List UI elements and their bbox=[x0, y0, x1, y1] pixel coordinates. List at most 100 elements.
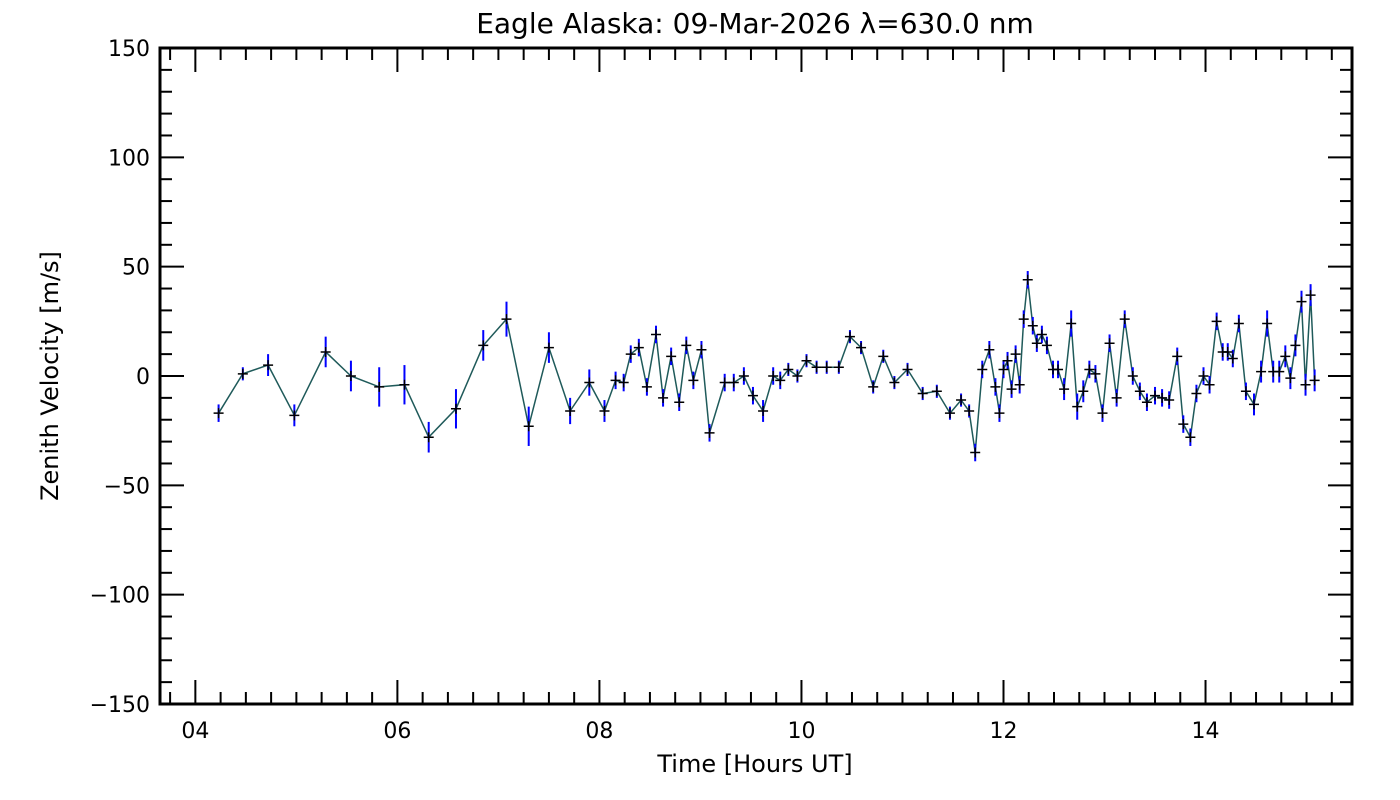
data-point bbox=[792, 371, 803, 381]
data-point bbox=[1031, 338, 1042, 349]
data-point bbox=[565, 405, 576, 416]
data-point bbox=[1296, 296, 1307, 307]
data-point bbox=[289, 410, 300, 421]
x-tick-label: 12 bbox=[989, 719, 1017, 744]
data-point bbox=[610, 375, 621, 386]
data-point bbox=[1305, 290, 1316, 301]
data-point bbox=[374, 381, 385, 392]
data-point bbox=[833, 362, 844, 373]
data-point bbox=[917, 388, 928, 399]
data-point bbox=[633, 342, 644, 353]
data-point bbox=[1072, 401, 1083, 412]
data-point bbox=[1059, 384, 1070, 395]
data-point bbox=[450, 403, 461, 414]
data-point bbox=[1198, 371, 1209, 381]
data-point bbox=[674, 397, 685, 408]
data-point bbox=[658, 392, 669, 403]
y-tick-label: −50 bbox=[104, 474, 150, 499]
data-point bbox=[599, 405, 610, 416]
data-point bbox=[1119, 314, 1130, 325]
data-point bbox=[1211, 316, 1222, 327]
data-point bbox=[783, 364, 794, 375]
data-point bbox=[801, 355, 812, 366]
data-point bbox=[1290, 340, 1301, 351]
data-point bbox=[345, 371, 356, 381]
data-point bbox=[868, 381, 879, 392]
x-tick-label: 14 bbox=[1192, 719, 1220, 744]
data-point bbox=[688, 375, 699, 386]
data-point bbox=[889, 377, 900, 388]
data-point bbox=[956, 395, 967, 406]
x-axis-label: Time [Hours UT] bbox=[656, 750, 852, 778]
data-point bbox=[704, 427, 715, 438]
data-point bbox=[977, 364, 988, 375]
data-point bbox=[1280, 351, 1291, 362]
data-point bbox=[1006, 384, 1017, 395]
data-point bbox=[821, 362, 832, 373]
data-point bbox=[1222, 346, 1233, 357]
data-point bbox=[1285, 373, 1296, 384]
data-point bbox=[719, 377, 730, 388]
data-point bbox=[878, 351, 889, 362]
x-tick-label: 10 bbox=[787, 719, 815, 744]
data-point bbox=[1240, 386, 1251, 397]
data-point bbox=[650, 329, 661, 340]
chart-title: Eagle Alaska: 09-Mar-2026 λ=630.0 nm bbox=[476, 7, 1034, 40]
y-tick-label: 0 bbox=[136, 365, 150, 390]
data-point bbox=[237, 368, 248, 379]
data-point bbox=[625, 349, 636, 360]
data-point bbox=[1014, 379, 1025, 390]
data-point bbox=[728, 377, 739, 388]
data-point bbox=[1150, 390, 1161, 401]
data-point bbox=[856, 342, 867, 353]
data-point bbox=[696, 344, 707, 355]
data-point bbox=[213, 408, 224, 419]
data-point bbox=[758, 405, 769, 416]
y-tick-label: 150 bbox=[108, 37, 150, 62]
data-point bbox=[775, 375, 786, 386]
data-point bbox=[1111, 392, 1122, 403]
data-point bbox=[1204, 379, 1215, 390]
data-point bbox=[501, 314, 512, 325]
series-line-group bbox=[217, 279, 1316, 453]
data-point bbox=[320, 346, 331, 357]
data-point bbox=[1227, 353, 1238, 364]
data-point bbox=[1010, 349, 1021, 360]
data-point bbox=[811, 362, 822, 373]
data-point bbox=[1127, 371, 1138, 381]
data-point bbox=[1002, 355, 1013, 366]
errorbar-group bbox=[217, 271, 1316, 462]
data-point bbox=[681, 340, 692, 351]
data-point bbox=[1066, 318, 1077, 329]
data-point bbox=[1053, 364, 1064, 375]
data-point bbox=[1041, 340, 1052, 351]
data-point bbox=[1104, 338, 1115, 349]
data-point bbox=[1309, 375, 1320, 386]
data-point bbox=[1084, 364, 1095, 375]
marker-group bbox=[213, 274, 1320, 458]
data-point bbox=[1022, 274, 1033, 285]
data-point bbox=[1078, 386, 1089, 397]
data-point bbox=[1300, 379, 1311, 390]
data-point bbox=[1027, 320, 1038, 331]
data-point bbox=[747, 390, 758, 401]
data-point bbox=[1191, 388, 1202, 399]
data-point bbox=[970, 447, 981, 458]
y-tick-label: 100 bbox=[108, 146, 150, 171]
data-point bbox=[263, 360, 274, 371]
y-axis-label: Zenith Velocity [m/s] bbox=[36, 251, 64, 501]
y-tick-label: −150 bbox=[90, 693, 150, 718]
data-point bbox=[990, 381, 1001, 392]
x-tick-label: 06 bbox=[383, 719, 411, 744]
data-point bbox=[902, 364, 913, 375]
data-point bbox=[423, 432, 434, 443]
data-point bbox=[1178, 419, 1189, 430]
data-point bbox=[478, 340, 489, 351]
data-point bbox=[543, 342, 554, 353]
data-point bbox=[1090, 368, 1101, 379]
x-tick-label: 08 bbox=[585, 719, 613, 744]
data-point bbox=[1141, 397, 1152, 408]
y-tick-label: −100 bbox=[90, 584, 150, 609]
data-point bbox=[844, 331, 855, 342]
